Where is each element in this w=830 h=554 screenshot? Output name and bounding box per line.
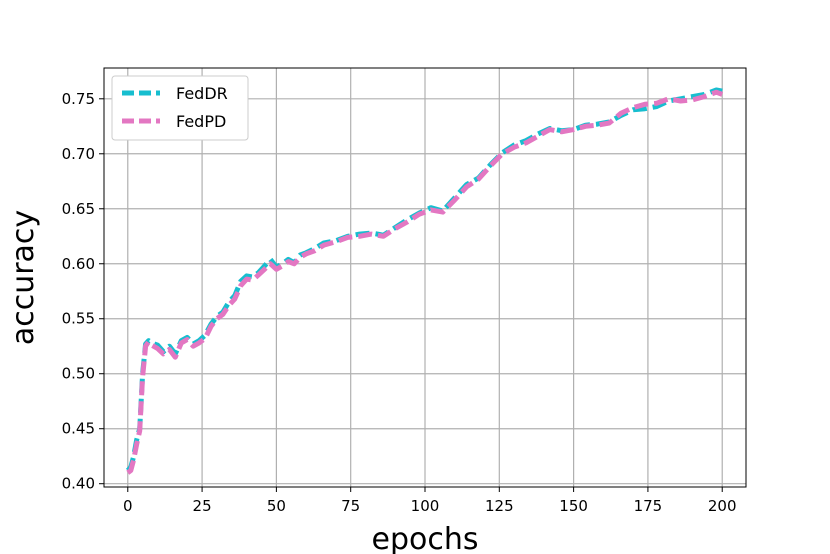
x-axis-title: epochs [372,522,479,554]
y-tick-label: 0.50 [62,365,95,383]
y-tick-label: 0.55 [62,310,95,328]
x-tick-label: 200 [708,497,737,515]
y-tick-label: 0.60 [62,255,95,273]
y-tick-label: 0.70 [62,145,95,163]
y-axis-title: accuracy [6,210,41,345]
x-tick-label: 150 [559,497,588,515]
legend-label-fedr: FedDR [176,84,228,103]
x-tick-label: 25 [193,497,212,515]
y-tick-label: 0.45 [62,420,95,438]
x-tick-label: 50 [267,497,286,515]
y-tick-label: 0.65 [62,200,95,218]
legend-label-fedpd: FedPD [176,112,226,131]
legend: FedDR FedPD [111,75,249,141]
grid-lines [104,68,746,487]
y-tick-label: 0.75 [62,90,95,108]
x-tick-label: 100 [411,497,440,515]
x-tick-label: 0 [123,497,133,515]
series-layer [125,87,724,475]
x-tick-label: 125 [485,497,514,515]
x-tick-label: 75 [341,497,360,515]
axis-ticks: 0 25 50 75 100 125 150 175 200 0.40 0.45 0.50 0.55 0.… [62,90,737,515]
x-tick-label: 175 [634,497,663,515]
series-line-fedpd [126,89,724,475]
y-tick-label: 0.40 [62,475,95,493]
